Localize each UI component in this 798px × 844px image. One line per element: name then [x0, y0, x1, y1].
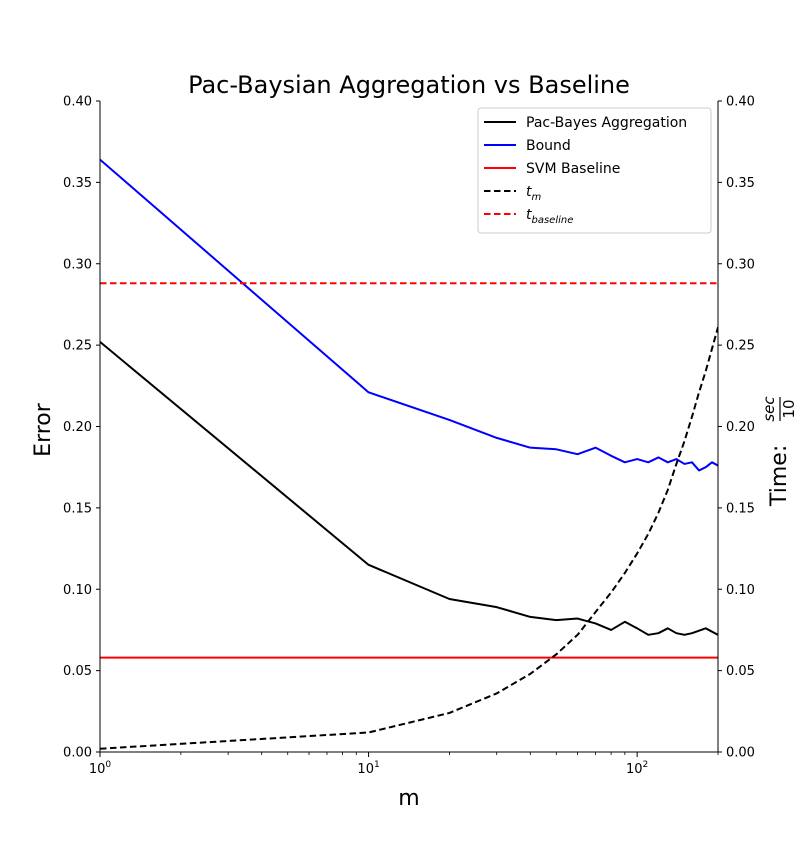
y-tick-label-8: 0.40 [63, 95, 92, 110]
y-tick-label-7: 0.35 [63, 176, 92, 191]
series-line-0 [100, 341, 718, 636]
y2-axis-title-numerator: sec [760, 396, 778, 422]
y-tick-label-1: 0.05 [63, 664, 92, 679]
series-line-3 [100, 326, 718, 750]
legend-label-4: tbaseline [526, 207, 573, 226]
y2-tick-label-5: 0.25 [726, 339, 755, 354]
y2-tick-label-8: 0.40 [726, 95, 755, 110]
y2-axis-title: Time: sec 10 [760, 396, 798, 507]
legend-label-0: Pac-Bayes Aggregation [526, 115, 687, 131]
y-tick-label-0: 0.00 [63, 746, 92, 761]
y2-tick-label-1: 0.05 [726, 664, 755, 679]
y-tick-label-6: 0.30 [63, 257, 92, 272]
y2-tick-label-0: 0.00 [726, 746, 755, 761]
legend-label-3: tm [526, 184, 542, 203]
series-group [100, 158, 718, 750]
y2-tick-label-4: 0.20 [726, 420, 755, 435]
y2-tick-label-3: 0.15 [726, 501, 755, 516]
legend: Pac-Bayes Aggregation Bound SVM Baseline tm… [477, 107, 712, 234]
y2-tick-label-6: 0.30 [726, 257, 755, 272]
x-axis-title: m [398, 786, 419, 811]
legend-box [477, 107, 712, 234]
plot-area: 0.00 0.00 0.05 0.05 0.10 0.10 0.15 0.15 0.20 0.20… [63, 95, 755, 778]
y2-axis-title-denominator: 10 [780, 399, 798, 418]
legend-label-1: Bound [526, 138, 571, 154]
y2-tick-label-2: 0.10 [726, 583, 755, 598]
y-tick-label-2: 0.10 [63, 583, 92, 598]
y-tick-label-4: 0.20 [63, 420, 92, 435]
chart-title: Pac-Baysian Aggregation vs Baseline [188, 71, 630, 99]
y-tick-label-5: 0.25 [63, 339, 92, 354]
legend-label-2: SVM Baseline [526, 161, 620, 177]
y2-axis-title-prefix: Time: [767, 438, 792, 507]
y-axis-title: Error [31, 402, 56, 457]
series-line-1 [100, 158, 718, 472]
y-tick-label-3: 0.15 [63, 501, 92, 516]
y2-tick-label-7: 0.35 [726, 176, 755, 191]
